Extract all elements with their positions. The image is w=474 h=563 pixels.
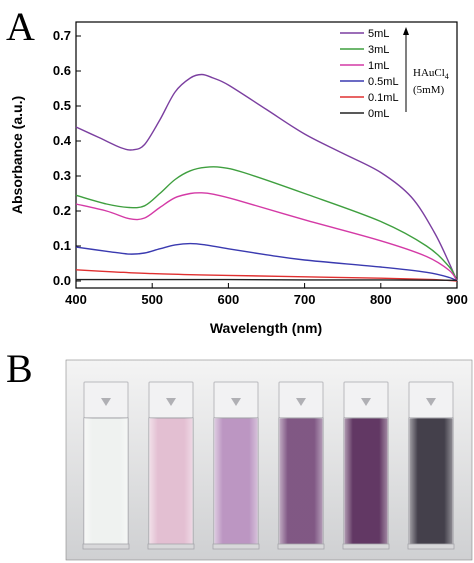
cuvette [407,381,455,550]
series-lines [75,73,458,282]
y-tick-label: 0.5 [53,98,71,113]
y-axis-title: Absorbance (a.u.) [9,96,25,214]
cuvette [277,381,325,550]
cuvette-glass [279,418,323,548]
legend-annotation: HAuCl4 (5mM) [403,27,449,112]
y-tick-label: 0.4 [53,133,72,148]
x-tick-label: 500 [141,292,163,307]
cuvette-glass [84,418,128,548]
cuvette-photo [65,359,473,561]
y-tick-label: 0.7 [53,28,71,43]
series-line-3mL [75,166,458,282]
legend-label: 0mL [368,108,389,120]
x-tick-label: 400 [65,292,87,307]
x-tick-label: 800 [370,292,392,307]
cuvette [212,381,260,550]
series-line-1mL [75,192,458,282]
cuvette [147,381,195,550]
absorbance-chart: 400 500 600 700 800 900 0.0 0.1 0.2 0.3 0.4 0.5 0.6 0… [9,21,468,336]
legend-label: 1mL [368,60,389,72]
y-tick-label: 0.1 [53,238,71,253]
cuvette-base [212,543,260,550]
x-axis-title: Wavelength (nm) [210,320,322,336]
series-line-0mL [76,278,458,281]
x-tick-label: 700 [294,292,316,307]
cuvette [342,381,390,550]
y-tick-label: 0.3 [53,168,71,183]
x-tick-label: 900 [446,292,468,307]
cuvette-base [407,543,455,550]
legend: 5mL 3mL 1mL 0.5mL 0.1mL 0mL [340,28,399,120]
legend-label: 0.1mL [368,92,399,104]
series-line-5mL [75,73,458,282]
legend-label: 5mL [368,28,389,40]
cuvette-mark [231,398,241,406]
annotation-line2: (5mM) [413,84,445,96]
cuvette-base [342,543,390,550]
cuvettes [82,381,455,550]
cuvette-mark [166,398,176,406]
cuvette-glass [149,418,193,548]
y-tick-label: 0.0 [53,273,71,288]
cuvette-base [277,543,325,550]
axis-ticks: 400 500 600 700 800 900 0.0 0.1 0.2 0.3 0.4 0.5 0.6 0… [53,28,468,307]
y-tick-label: 0.2 [53,203,71,218]
cuvette-mark [361,398,371,406]
cuvette-mark [426,398,436,406]
cuvette-base [82,543,130,550]
annotation-arrow-head [403,27,409,35]
plot-frame [75,21,458,289]
cuvette-base [147,543,195,550]
photo-background [65,359,473,561]
legend-label: 0.5mL [368,76,399,88]
cuvette-mark [101,398,111,406]
cuvette [82,381,130,550]
x-tick-label: 600 [218,292,240,307]
y-tick-label: 0.6 [53,63,71,78]
series-line-0_1mL [75,269,458,282]
cuvette-glass [409,418,453,548]
cuvette-mark [296,398,306,406]
panel-b-label: B [6,346,33,391]
cuvette-glass [344,418,388,548]
cuvette-glass [214,418,258,548]
legend-label: 3mL [368,44,389,56]
series-line-0_5mL [75,242,458,282]
annotation-line1: HAuCl4 [413,67,449,81]
panel-a-label: A [6,4,35,49]
